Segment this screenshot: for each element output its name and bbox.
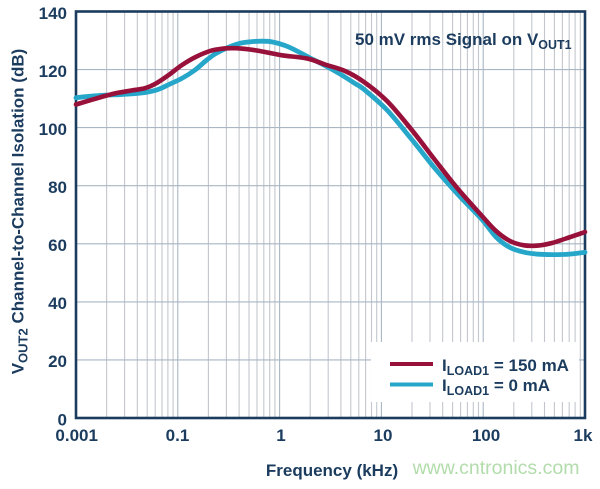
svg-text:www.cntronics.com: www.cntronics.com — [412, 457, 580, 479]
svg-text:20: 20 — [48, 352, 67, 371]
svg-text:60: 60 — [48, 236, 67, 255]
svg-text:0.001: 0.001 — [55, 426, 98, 445]
svg-text:40: 40 — [48, 294, 67, 313]
svg-text:Frequency (kHz): Frequency (kHz) — [266, 461, 398, 480]
svg-text:1k: 1k — [574, 426, 593, 445]
svg-text:VOUT2 Channel-to-Channel Isola: VOUT2 Channel-to-Channel Isolation (dB) — [9, 49, 31, 375]
svg-text:120: 120 — [39, 62, 67, 81]
svg-text:80: 80 — [48, 178, 67, 197]
svg-text:10: 10 — [374, 426, 393, 445]
svg-text:50 mV rms Signal on VOUT1: 50 mV rms Signal on VOUT1 — [355, 30, 572, 52]
svg-text:100: 100 — [39, 120, 67, 139]
svg-text:0.1: 0.1 — [166, 426, 190, 445]
svg-text:140: 140 — [39, 4, 67, 23]
svg-text:100: 100 — [472, 426, 500, 445]
svg-text:1: 1 — [276, 426, 285, 445]
svg-text:0: 0 — [58, 410, 67, 429]
